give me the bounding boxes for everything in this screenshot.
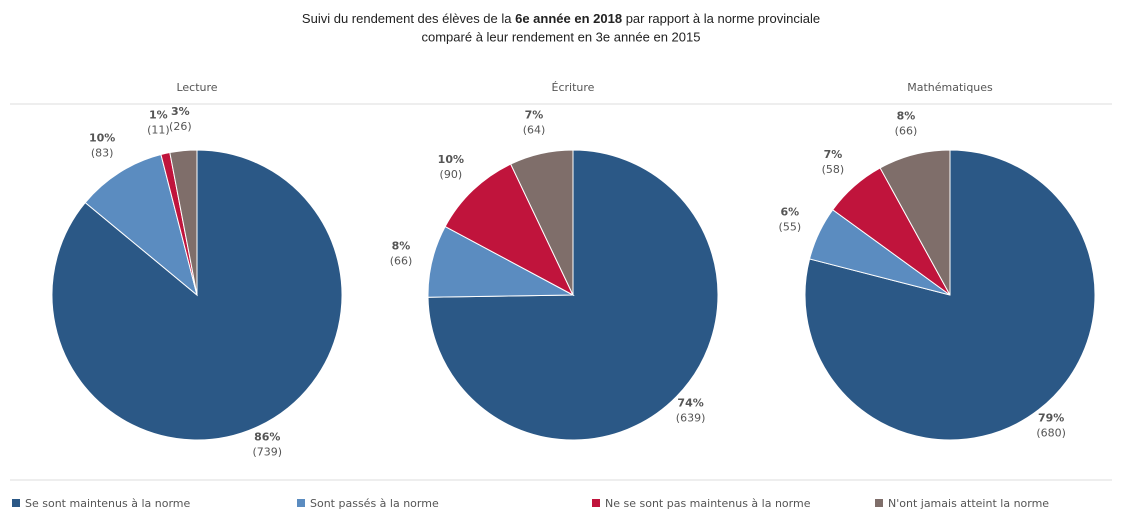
legend-label: Se sont maintenus à la norme [25, 497, 191, 510]
count-label: (11) [147, 123, 170, 136]
count-label: (680) [1036, 426, 1066, 439]
data-label: 8% [392, 239, 411, 252]
data-label: 6% [781, 206, 800, 219]
count-label: (58) [822, 163, 845, 176]
count-label: (739) [252, 445, 282, 458]
legend-swatch [297, 499, 305, 507]
pie-slice [510, 149, 574, 296]
pie-slice [169, 149, 198, 296]
title-part: Suivi du rendement des élèves de la [302, 11, 515, 26]
title-part: par rapport à la norme provinciale [622, 11, 820, 26]
pie-slice [427, 149, 719, 441]
data-label: 8% [897, 110, 916, 123]
count-label: (83) [91, 147, 114, 160]
chart-subtitle: Mathématiques [907, 81, 993, 94]
data-label: 7% [525, 108, 544, 121]
data-label: 3% [171, 105, 190, 118]
data-label: 86% [254, 430, 280, 443]
legend-swatch [592, 499, 600, 507]
count-label: (64) [523, 123, 546, 136]
chart-subtitle: Lecture [176, 81, 217, 94]
legend-label: N'ont jamais atteint la norme [888, 497, 1049, 510]
data-label: 79% [1038, 411, 1064, 424]
pie-slice [84, 153, 198, 297]
chart-title: comparé à leur rendement en 3e année en … [422, 29, 701, 44]
count-label: (90) [440, 168, 463, 181]
legend-label: Sont passés à la norme [310, 497, 439, 510]
data-label: 10% [438, 153, 464, 166]
pie-slice [444, 163, 575, 297]
data-label: 74% [677, 397, 703, 410]
legend-swatch [875, 499, 883, 507]
count-label: (55) [779, 221, 802, 234]
legend-swatch [12, 499, 20, 507]
chart-subtitle: Écriture [552, 81, 595, 94]
count-label: (66) [390, 254, 413, 267]
count-label: (26) [169, 120, 192, 133]
title-part: 6e année en 2018 [515, 11, 622, 26]
pie-slice [879, 149, 951, 296]
count-label: (66) [895, 125, 918, 138]
count-label: (639) [676, 412, 706, 425]
data-label: 10% [89, 132, 115, 145]
legend-label: Ne se sont pas maintenus à la norme [605, 497, 811, 510]
data-label: 1% [149, 108, 168, 121]
chart-title: Suivi du rendement des élèves de la 6e a… [302, 11, 820, 26]
data-label: 7% [824, 148, 843, 161]
